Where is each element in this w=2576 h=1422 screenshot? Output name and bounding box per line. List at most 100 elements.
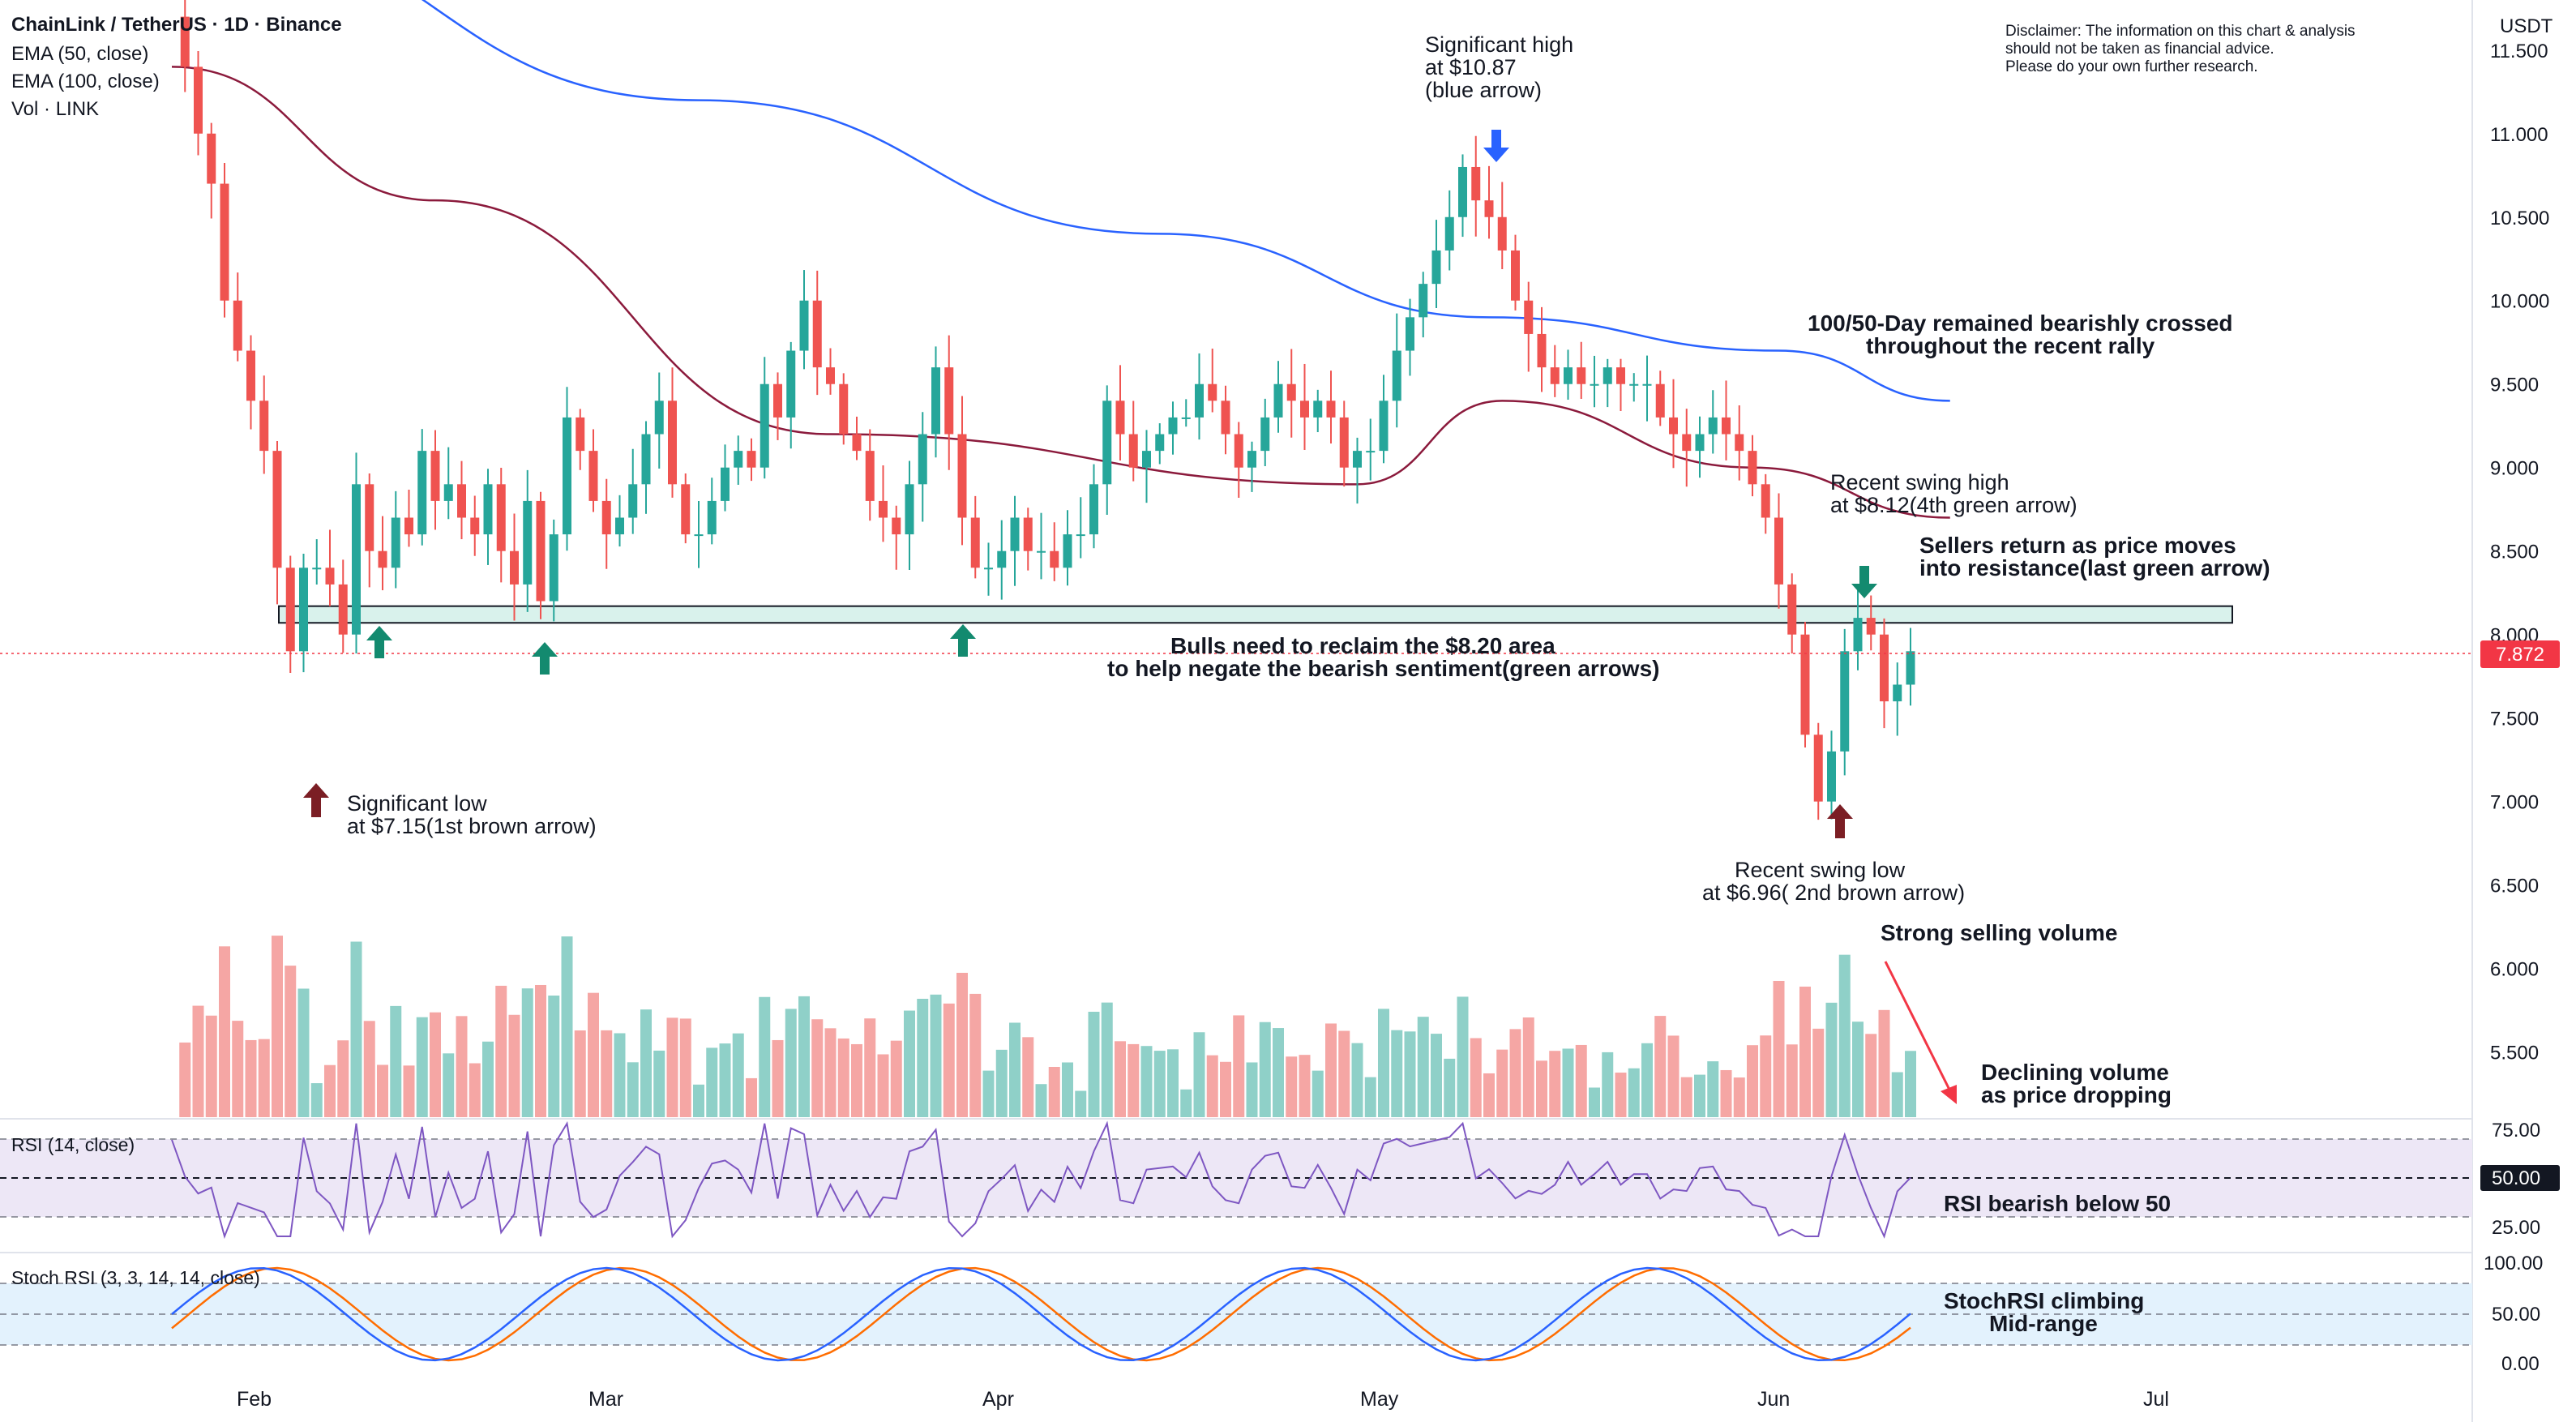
green-arrow-2 (532, 642, 558, 675)
candle (628, 448, 638, 534)
time-label-jun: Jun (1757, 1388, 1790, 1411)
volume-bar (258, 1039, 270, 1117)
volume-bar (798, 996, 810, 1117)
time-label-mar: Mar (588, 1388, 623, 1411)
candle (681, 473, 691, 544)
volume-bar (1259, 1022, 1271, 1117)
volume-bar (337, 1040, 349, 1117)
candle (879, 465, 888, 542)
candle (760, 357, 769, 479)
candle (391, 490, 400, 589)
candle (1076, 497, 1085, 559)
candle (1444, 190, 1454, 271)
volume-bar (732, 1033, 744, 1117)
candle (668, 367, 677, 498)
price-axis-label: 6.500 (2490, 876, 2539, 897)
time-label-feb: Feb (237, 1388, 272, 1411)
volume-bar (430, 1012, 441, 1117)
candle (1708, 390, 1718, 454)
ema100-line (421, 0, 1950, 402)
volume-bar (1615, 1073, 1627, 1117)
volume-bar (1140, 1046, 1153, 1117)
green-arrow-1 (366, 626, 392, 658)
ema100-legend[interactable]: EMA (100, close) (11, 71, 160, 92)
candle (707, 478, 717, 545)
blue-arrow (1483, 130, 1509, 162)
volume-bar (627, 1062, 639, 1117)
volume-bar (1233, 1015, 1245, 1117)
volume-bar (1115, 1041, 1126, 1117)
volume-bar (245, 1039, 257, 1117)
volume-bar (706, 1047, 718, 1117)
candle (352, 452, 361, 654)
volume-bar (890, 1040, 902, 1117)
volume-bar (1351, 1043, 1363, 1117)
volume-bar (1206, 1055, 1218, 1117)
candle (246, 335, 255, 430)
rsi-axis-label: 50.00 (2492, 1167, 2540, 1189)
volume-bars (179, 936, 1916, 1117)
time-label-may: May (1360, 1388, 1399, 1411)
rsi-panel-title[interactable]: RSI (14, close) (11, 1134, 135, 1155)
volume-bar (1022, 1037, 1034, 1117)
volume-bar (495, 985, 507, 1117)
volume-bar (1812, 1028, 1825, 1117)
volume-bar (350, 941, 362, 1117)
candle (233, 272, 242, 362)
current-price-badge (2480, 640, 2560, 668)
price-axis-label: 11.500 (2490, 41, 2548, 62)
resistance-zone[interactable] (278, 605, 2233, 624)
candle (285, 555, 295, 674)
candle (826, 348, 835, 395)
rsi-mid-badge (2480, 1165, 2560, 1191)
currency-label[interactable]: USDT (2500, 15, 2553, 37)
volume-bar (561, 936, 573, 1117)
candle (1392, 313, 1401, 428)
candle (457, 460, 466, 540)
candle (1115, 365, 1125, 461)
candle (1735, 405, 1744, 481)
volume-bar (679, 1018, 691, 1117)
candle (404, 490, 413, 547)
volume-bar (1246, 1062, 1258, 1117)
candle (747, 438, 756, 482)
volume-bar (1417, 1017, 1429, 1117)
candle (576, 409, 585, 470)
candle (1774, 493, 1783, 609)
volume-bar (943, 1003, 955, 1117)
candle (299, 553, 308, 673)
ema50-legend[interactable]: EMA (50, close) (11, 43, 148, 65)
volume-bar (917, 998, 929, 1117)
stoch-axis-label: 0.00 (2501, 1353, 2540, 1375)
candle (984, 542, 993, 596)
candle (536, 491, 546, 619)
candle (865, 429, 875, 521)
candle (1142, 430, 1151, 503)
candle (430, 430, 440, 530)
volume-trend-arrowhead (1941, 1085, 1957, 1104)
price-axis[interactable]: 11.50011.00010.50010.0009.5009.0008.5008… (2490, 41, 2549, 1064)
volume-bar (1852, 1022, 1864, 1117)
price-axis-label: 10.000 (2490, 291, 2549, 313)
ema-lines (171, 0, 1950, 519)
volume-legend[interactable]: Vol · LINK (11, 98, 99, 120)
volume-bar (614, 1033, 626, 1117)
volume-bar (390, 1005, 402, 1117)
volume-bar (1128, 1043, 1140, 1117)
volume-bar (811, 1019, 824, 1117)
volume-bar (1536, 1060, 1547, 1117)
stoch-panel-title[interactable]: Stoch RSI (3, 3, 14, 14, close) (11, 1267, 260, 1288)
volume-bar (1838, 954, 1851, 1117)
volume-bar (456, 1016, 468, 1117)
volume-bar (1522, 1017, 1534, 1117)
volume-bar (1193, 1032, 1205, 1117)
volume-bar (1009, 1022, 1021, 1117)
volume-bar (785, 1009, 797, 1117)
volume-bar (469, 1063, 481, 1117)
stoch-note: StochRSI climbing (1944, 1288, 2144, 1313)
candle (1458, 154, 1467, 238)
volume-bar (1062, 1062, 1073, 1117)
price-axis-label: 9.000 (2490, 458, 2539, 480)
volume-bar (1444, 1058, 1456, 1117)
